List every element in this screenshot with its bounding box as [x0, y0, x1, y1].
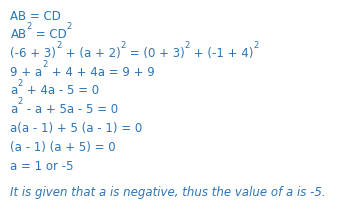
Text: 2: 2 [56, 41, 61, 50]
Text: 2: 2 [18, 79, 23, 88]
Text: 2: 2 [67, 22, 72, 31]
Text: AB = CD: AB = CD [10, 10, 61, 23]
Text: - a + 5a - 5 = 0: - a + 5a - 5 = 0 [23, 103, 118, 116]
Text: a = 1 or -5: a = 1 or -5 [10, 160, 74, 173]
Text: a: a [10, 103, 18, 116]
Text: AB: AB [10, 28, 26, 41]
Text: 2: 2 [26, 22, 32, 31]
Text: (a - 1) (a + 5) = 0: (a - 1) (a + 5) = 0 [10, 141, 116, 154]
Text: + 4a - 5 = 0: + 4a - 5 = 0 [23, 84, 99, 97]
Text: It is given that a is negative, thus the value of a is -5.: It is given that a is negative, thus the… [10, 186, 326, 199]
Text: 2: 2 [18, 98, 23, 107]
Text: (-6 + 3): (-6 + 3) [10, 47, 56, 60]
Text: 2: 2 [43, 60, 48, 69]
Text: 9 + a: 9 + a [10, 66, 43, 79]
Text: a(a - 1) + 5 (a - 1) = 0: a(a - 1) + 5 (a - 1) = 0 [10, 122, 143, 135]
Text: 2: 2 [253, 41, 258, 50]
Text: = (0 + 3): = (0 + 3) [126, 47, 184, 60]
Text: + 4 + 4a = 9 + 9: + 4 + 4a = 9 + 9 [48, 66, 154, 79]
Text: + (-1 + 4): + (-1 + 4) [189, 47, 253, 60]
Text: 2: 2 [184, 41, 189, 50]
Text: = CD: = CD [32, 28, 67, 41]
Text: 2: 2 [120, 41, 126, 50]
Text: a: a [10, 84, 18, 97]
Text: + (a + 2): + (a + 2) [61, 47, 120, 60]
